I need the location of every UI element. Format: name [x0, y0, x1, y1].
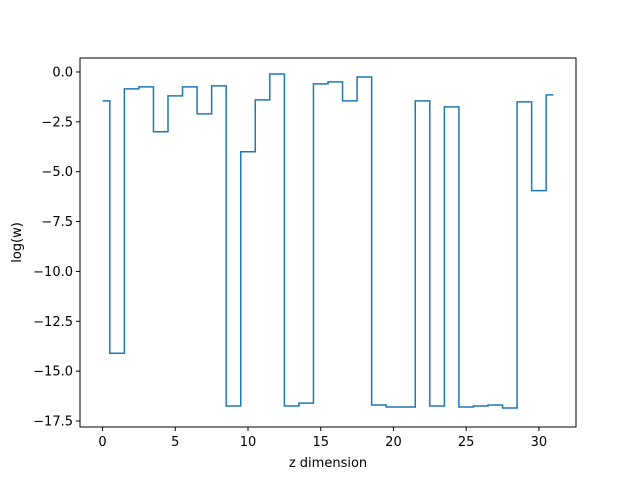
x-axis-label: z dimension [289, 456, 367, 471]
x-tick-label: 5 [171, 435, 179, 450]
x-tick-label: 10 [240, 435, 257, 450]
tick-group: 0 5 10 15 20 25 30 0.0 −2.5 −5.0 −7.5 −10.0 −12.5 −15… [33, 65, 547, 450]
y-tick-label: −10.0 [33, 265, 73, 280]
y-tick-label: 0.0 [52, 65, 73, 80]
y-tick-label: −17.5 [33, 415, 73, 430]
y-tick-label: −7.5 [41, 215, 73, 230]
y-tick-label: −2.5 [41, 115, 73, 130]
y-tick-label: −15.0 [33, 365, 73, 380]
plot-frame [79, 57, 577, 428]
x-tick-label: 30 [531, 435, 548, 450]
series-group [102, 73, 554, 409]
x-tick-label: 0 [98, 435, 106, 450]
x-tick-label: 20 [385, 435, 402, 450]
y-tick-label: −5.0 [41, 165, 73, 180]
series-line [102, 73, 554, 409]
y-axis-label: log(w) [10, 222, 25, 263]
x-tick-label: 15 [312, 435, 329, 450]
x-tick-label: 25 [458, 435, 475, 450]
plot-background [80, 58, 576, 427]
y-tick-label: −12.5 [33, 315, 73, 330]
